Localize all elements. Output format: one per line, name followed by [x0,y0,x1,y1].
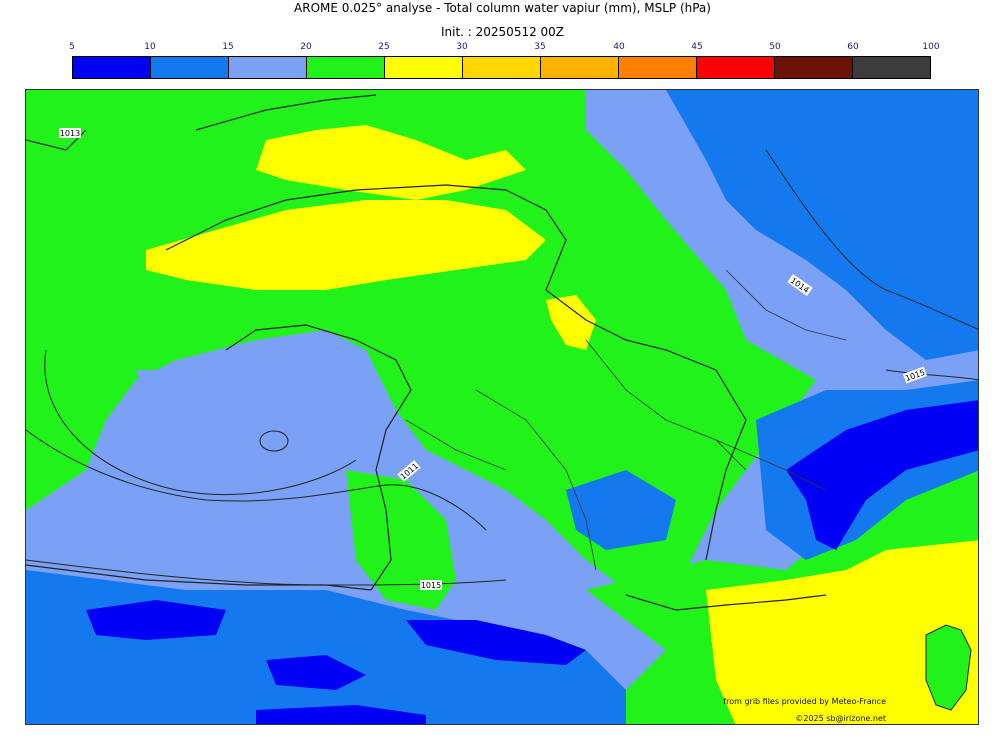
field-5-10-alps [786,400,978,550]
colorbar-tick: 30 [456,42,468,52]
colorbar-segment [229,57,307,78]
colorbar-ticks: 5 10 15 20 25 30 35 40 45 50 60 100 [0,41,1005,53]
corsica [925,624,972,711]
colorbar-segment [775,57,853,78]
colorbar-segment [541,57,619,78]
field-20-25-southwest [346,470,456,610]
colorbar-segment [73,57,151,78]
field-10-15-east [666,90,978,360]
colorbar-tick: 100 [922,42,940,52]
borders [405,269,847,571]
field-15-20-biscay [136,370,326,490]
colorbar-segment [307,57,385,78]
isobar-label-bg [787,274,813,296]
field-5-10-spain-south [266,655,366,690]
field-25-30-belgium [546,295,596,350]
isobar-label: 1015 [421,581,441,590]
field-10-15-center [566,470,676,550]
field-5-10-pyrenees [406,620,586,665]
field-25-30-uk [256,125,526,200]
colorbar-tick: 35 [534,42,546,52]
field-25-30-mediterranean [706,540,978,724]
colorbar-segment [619,57,697,78]
isobar-label-bg [397,460,421,482]
isobar-label-bg [902,366,928,384]
colorbar-tick: 60 [847,42,859,52]
field-25-30-channel [146,200,546,290]
data-source-credit: from grib files provided by Meteo-France [723,697,886,706]
field-5-10-spain-bottom [256,705,426,724]
copyright-credit: ©2025 sb@irizone.net [795,714,886,723]
colorbar-tick: 45 [691,42,703,52]
colorbar-tick: 15 [222,42,234,52]
weather-map[interactable]: 1013 1014 1015 1011 1015 [25,89,979,725]
colorbar-segment [385,57,463,78]
chart-title: AROME 0.025° analyse - Total column wate… [294,1,711,15]
colorbar-tick: 5 [69,42,75,52]
coastlines [26,94,827,611]
colorbar-tick: 50 [769,42,781,52]
colorbar-segment [853,57,930,78]
map-canvas: 1013 1014 1015 1011 1015 [26,90,978,724]
isobar-label-bg [420,580,442,590]
isobar-label: 1013 [60,129,80,138]
colorbar-tick: 10 [144,42,156,52]
colorbar-tick: 25 [378,42,390,52]
colorbar-segment [463,57,541,78]
isobar-label-bg [59,128,81,138]
colorbar [72,56,931,79]
colorbar-tick: 40 [613,42,625,52]
field-20-25-north [26,90,816,590]
colorbar-segment [697,57,775,78]
init-time: Init. : 20250512 00Z [440,25,565,39]
field-5-10-cantabrian [86,600,226,640]
colorbar-segment [151,57,229,78]
colorbar-tick: 20 [300,42,312,52]
